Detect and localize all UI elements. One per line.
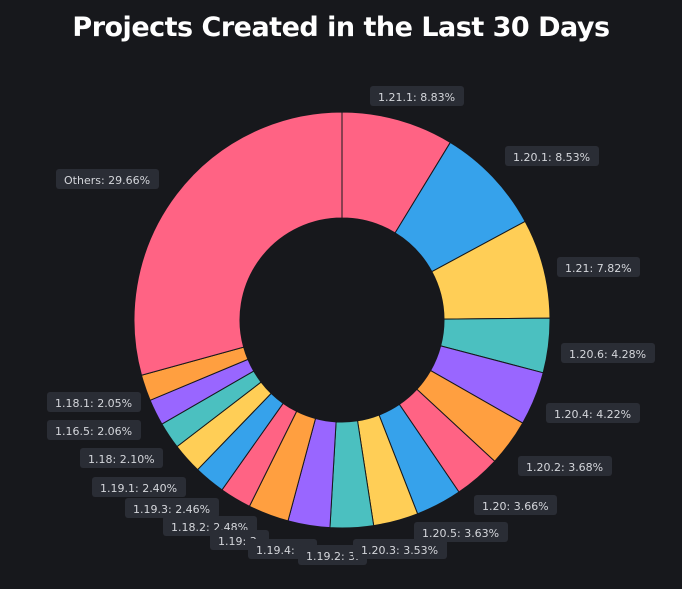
svg-text:1.19.1: 2.40%: 1.19.1: 2.40% (100, 482, 177, 495)
svg-text:1.16.5: 2.06%: 1.16.5: 2.06% (55, 425, 132, 438)
data-label-1-20-2: 1.20.2: 3.68% (518, 456, 612, 476)
svg-text:1.20: 3.66%: 1.20: 3.66% (482, 500, 549, 513)
svg-text:1.18.1: 2.05%: 1.18.1: 2.05% (55, 397, 132, 410)
svg-text:1.19.3: 2.46%: 1.19.3: 2.46% (133, 503, 210, 516)
svg-text:1.20.6: 4.28%: 1.20.6: 4.28% (569, 348, 646, 361)
data-label-1-18: 1.18: 2.10% (80, 448, 163, 468)
svg-text:Others: 29.66%: Others: 29.66% (64, 174, 150, 187)
data-label-1-21: 1.21: 7.82% (557, 257, 640, 277)
svg-text:1.20.3: 3.53%: 1.20.3: 3.53% (361, 544, 438, 557)
data-label-1-21-1: 1.21.1: 8.83% (370, 86, 464, 106)
svg-text:1.19.4: 3.: 1.19.4: 3. (256, 544, 309, 557)
data-label-1-20-4: 1.20.4: 4.22% (546, 403, 640, 423)
svg-text:1.21.1: 8.83%: 1.21.1: 8.83% (378, 91, 455, 104)
data-label-1-20-1: 1.20.1: 8.53% (505, 146, 599, 166)
data-label-1-16-5: 1.16.5: 2.06% (47, 420, 141, 440)
data-label-1-20: 1.20: 3.66% (474, 495, 557, 515)
chart-title: Projects Created in the Last 30 Days (72, 12, 610, 43)
svg-text:1.20.5: 3.63%: 1.20.5: 3.63% (422, 527, 499, 540)
slice-others[interactable] (133, 111, 343, 376)
data-label-1-20-6: 1.20.6: 4.28% (561, 343, 655, 363)
svg-text:1.20.2: 3.68%: 1.20.2: 3.68% (526, 461, 603, 474)
svg-text:1.18: 2.10%: 1.18: 2.10% (88, 453, 155, 466)
svg-text:1.21: 7.82%: 1.21: 7.82% (565, 262, 632, 275)
svg-text:1.20.1: 8.53%: 1.20.1: 8.53% (513, 151, 590, 164)
svg-text:1.20.4: 4.22%: 1.20.4: 4.22% (554, 408, 631, 421)
svg-text:1.19.2: 3.: 1.19.2: 3. (306, 550, 359, 563)
data-label-1-20-5: 1.20.5: 3.63% (414, 522, 508, 542)
data-label-1-19-3: 1.19.3: 2.46% (125, 498, 219, 518)
data-label-others: Others: 29.66% (56, 169, 159, 189)
data-label-1-18-1: 1.18.1: 2.05% (47, 392, 141, 412)
data-label-1-19-1: 1.19.1: 2.40% (92, 477, 186, 497)
data-label-1-19-2: 1.19.2: 3. (298, 545, 367, 565)
data-label-1-20-3: 1.20.3: 3.53% (353, 539, 447, 559)
